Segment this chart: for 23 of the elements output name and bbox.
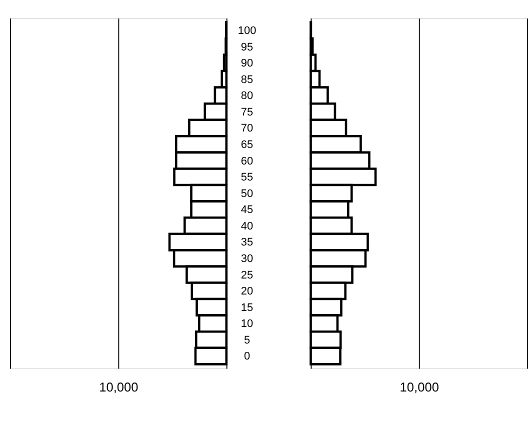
- y-tick-label: 80: [240, 90, 254, 102]
- y-tick-label: 90: [240, 58, 254, 70]
- y-tick-label: 85: [240, 74, 254, 86]
- y-tick-label: 5: [244, 334, 250, 346]
- y-tick-label: 25: [240, 269, 254, 282]
- y-tick-label: 50: [240, 188, 254, 200]
- y-tick-label: 70: [240, 122, 254, 135]
- y-tick-label: 75: [240, 106, 254, 118]
- y-tick-label: 65: [240, 138, 254, 151]
- x-tick-label: 10,000: [99, 380, 138, 395]
- y-tick-label: 45: [240, 204, 254, 216]
- y-tick-label: 30: [240, 252, 254, 265]
- x-tick-label: 10,000: [400, 380, 439, 395]
- y-tick-label: 60: [240, 155, 254, 168]
- y-tick-label: 10: [240, 318, 254, 330]
- y-tick-label: 15: [240, 302, 254, 314]
- y-tick-label: 20: [240, 286, 254, 298]
- y-tick-label: 95: [240, 41, 254, 54]
- y-tick-label: 55: [240, 172, 254, 184]
- y-tick-label: 100: [238, 24, 256, 37]
- y-tick-label: 40: [240, 220, 254, 232]
- y-tick-label: 35: [240, 236, 254, 249]
- y-tick-label: 0: [244, 350, 250, 363]
